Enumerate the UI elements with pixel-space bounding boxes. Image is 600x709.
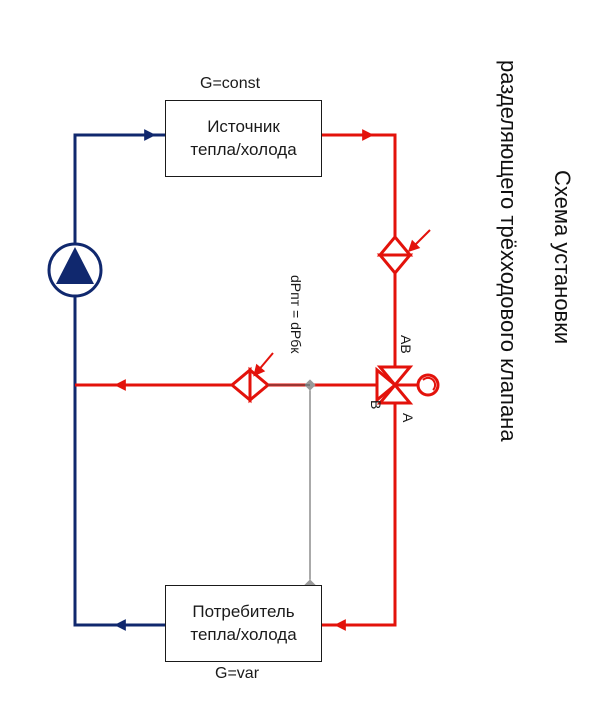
source-box-label: Источник тепла/холода — [190, 116, 296, 162]
balance-valve — [380, 230, 430, 273]
dp-label: dPпт = dPбк — [288, 275, 304, 353]
pump-symbol — [49, 244, 101, 296]
port-b-label: B — [368, 400, 384, 409]
port-a-label: A — [400, 413, 416, 422]
g-var-label: G=var — [215, 665, 259, 683]
g-const-label: G=const — [200, 75, 260, 93]
consumer-box-label: Потребитель тепла/холода — [190, 601, 296, 647]
port-ab-label: AB — [398, 335, 414, 354]
cold-return-pipe — [75, 135, 165, 625]
consumer-box: Потребитель тепла/холода — [165, 585, 322, 662]
source-box: Источник тепла/холода — [165, 100, 322, 177]
diagram-canvas: Схема установки разделяющего трёхходовог… — [0, 0, 600, 709]
branch-valve — [232, 353, 273, 400]
three-way-valve — [377, 367, 438, 403]
